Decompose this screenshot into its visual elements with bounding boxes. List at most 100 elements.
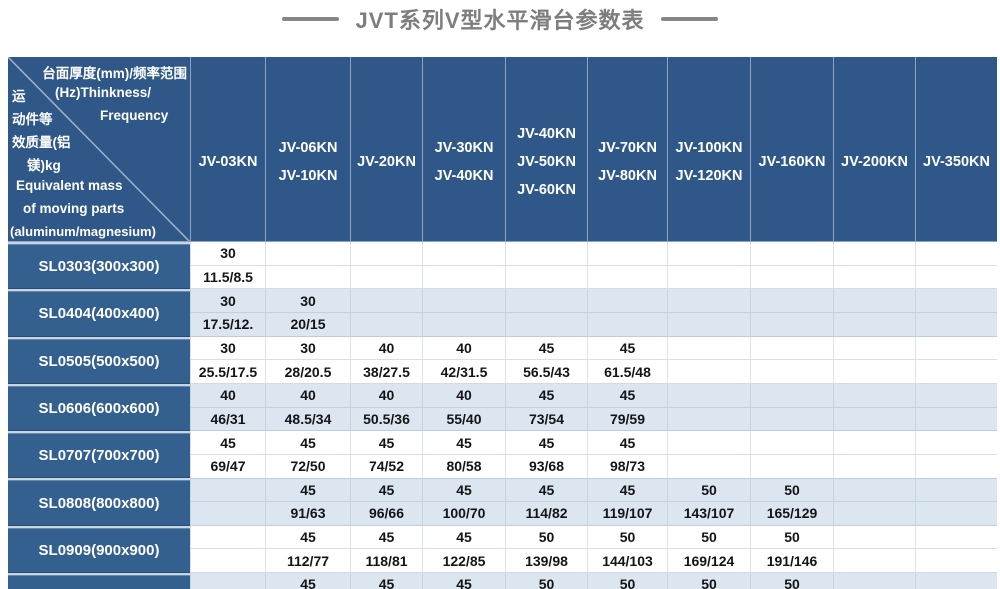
row-header-sl0909-900x900-: SL0909(900x900)	[8, 525, 190, 574]
data-cell	[422, 289, 505, 337]
table-header-row: 台面厚度(mm)/频率范围 运 (Hz)Thinkness/ 动件等 Frequ…	[8, 57, 997, 242]
thickness-value	[191, 526, 265, 550]
thickness-value	[916, 384, 997, 408]
thickness-value: 45	[423, 573, 505, 589]
thickness-value: 50	[588, 573, 667, 589]
frequency-value	[916, 502, 997, 526]
thickness-value	[668, 242, 750, 266]
thickness-value: 40	[351, 337, 422, 361]
data-cell: 40 55/40	[422, 383, 505, 432]
frequency-value: 46/31	[191, 408, 265, 432]
frequency-value: 55/40	[423, 408, 505, 432]
thickness-value: 45	[423, 478, 505, 503]
thickness-value: 45	[351, 431, 422, 455]
thickness-value	[916, 478, 997, 503]
thickness-value	[834, 289, 915, 313]
frequency-value	[751, 266, 833, 290]
data-cell: 50 143/107	[667, 478, 750, 526]
data-cell: 30 25.5/17.5	[190, 336, 265, 384]
frequency-value: 96/66	[351, 502, 422, 526]
thickness-value	[191, 478, 265, 503]
data-cell: 40 48.5/34	[265, 383, 350, 432]
thickness-value	[834, 242, 915, 266]
thickness-value: 50	[751, 526, 833, 550]
frequency-value	[916, 455, 997, 479]
frequency-value	[191, 549, 265, 574]
frequency-value	[751, 408, 833, 432]
parameter-table: 台面厚度(mm)/频率范围 运 (Hz)Thinkness/ 动件等 Frequ…	[8, 57, 997, 589]
data-cell: 40 46/31	[190, 383, 265, 432]
data-cell	[505, 289, 587, 337]
thickness-value: 45	[351, 573, 422, 589]
frequency-value	[423, 266, 505, 290]
data-cell	[190, 573, 265, 589]
corner-text: 镁)kg	[27, 158, 61, 173]
frequency-value	[834, 408, 915, 432]
data-cell	[667, 242, 750, 290]
data-cell	[587, 242, 667, 290]
thickness-value	[834, 337, 915, 361]
frequency-value	[751, 455, 833, 479]
data-cell	[750, 431, 833, 479]
thickness-value	[751, 289, 833, 313]
thickness-value: 50	[668, 573, 750, 589]
data-cell	[505, 242, 587, 290]
frequency-value: 38/27.5	[351, 360, 422, 384]
data-cell: 50	[505, 573, 587, 589]
thickness-value: 30	[266, 289, 350, 313]
data-cell: 40 50.5/36	[350, 383, 422, 432]
data-cell: 30 17.5/12.	[190, 289, 265, 337]
thickness-value: 45	[506, 478, 587, 503]
data-cell: 50 139/98	[505, 525, 587, 574]
thickness-value	[351, 289, 422, 313]
data-cell: 40 42/31.5	[422, 336, 505, 384]
thickness-value: 40	[266, 384, 350, 408]
thickness-value: 40	[423, 384, 505, 408]
data-cell: 45 91/63	[265, 478, 350, 526]
data-cell: 50 165/129	[750, 478, 833, 526]
row-header-sl0404-400x400-: SL0404(400x400)	[8, 289, 190, 337]
thickness-value: 45	[588, 478, 667, 503]
frequency-value: 73/54	[506, 408, 587, 432]
data-cell	[915, 478, 997, 526]
thickness-value	[668, 289, 750, 313]
data-cell	[833, 242, 915, 290]
data-cell: 45	[350, 573, 422, 589]
data-cell	[833, 573, 915, 589]
frequency-value	[588, 266, 667, 290]
data-cell	[833, 525, 915, 574]
data-cell: 45 79/59	[587, 383, 667, 432]
thickness-value	[506, 289, 587, 313]
thickness-value: 50	[506, 526, 587, 550]
data-cell: 45 112/77	[265, 525, 350, 574]
column-header-jv-350kn: JV-350KN	[915, 57, 997, 242]
thickness-value: 45	[588, 384, 667, 408]
thickness-value	[834, 384, 915, 408]
thickness-value: 40	[351, 384, 422, 408]
thickness-value: 50	[588, 526, 667, 550]
frequency-value: 98/73	[588, 455, 667, 479]
data-cell	[750, 242, 833, 290]
thickness-value	[668, 337, 750, 361]
frequency-value	[834, 313, 915, 337]
data-cell	[915, 289, 997, 337]
data-cell: 45	[265, 573, 350, 589]
table-row: SL0404(400x400) 30 17.5/12. 30 20/15	[8, 289, 997, 337]
thickness-value	[668, 431, 750, 455]
table-row: SL0808(800x800) 45 91/63 45 96/66 45 100/70 45 1…	[8, 478, 997, 526]
frequency-value	[351, 266, 422, 290]
thickness-value	[266, 242, 350, 266]
frequency-value	[916, 313, 997, 337]
data-cell	[667, 383, 750, 432]
thickness-value	[751, 337, 833, 361]
frequency-value	[423, 313, 505, 337]
diagonal-divider-line	[8, 57, 190, 241]
thickness-value	[916, 242, 997, 266]
frequency-value: 61.5/48	[588, 360, 667, 384]
thickness-value	[916, 526, 997, 550]
thickness-value	[916, 289, 997, 313]
data-cell: 45 73/54	[505, 383, 587, 432]
data-cell: 45 80/58	[422, 431, 505, 479]
data-cell	[667, 431, 750, 479]
frequency-value: 91/63	[266, 502, 350, 526]
